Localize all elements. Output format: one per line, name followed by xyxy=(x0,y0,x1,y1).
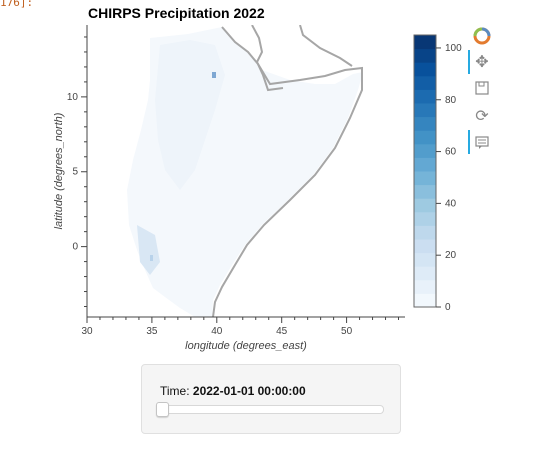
colorbar-step xyxy=(414,89,436,104)
colorbar-tick-label: 80 xyxy=(445,95,457,106)
x-tick-label: 40 xyxy=(211,326,223,337)
colorbar-step xyxy=(414,130,436,145)
colorbar-step xyxy=(414,239,436,254)
colorbar-step xyxy=(414,266,436,281)
colorbar-step xyxy=(414,116,436,131)
y-tick-label: 10 xyxy=(67,92,79,103)
hover-tool-icon[interactable] xyxy=(472,133,492,153)
colorbar-step xyxy=(414,62,436,77)
colorbar-tick-label: 100 xyxy=(445,43,462,54)
colorbar-step xyxy=(414,198,436,213)
colorbar-step xyxy=(414,279,436,294)
colorbar-frame xyxy=(413,34,437,308)
chart-title: CHIRPS Precipitation 2022 xyxy=(88,5,265,21)
x-tick-label: 45 xyxy=(276,326,288,337)
wet-spot xyxy=(212,72,216,78)
x-tick-label: 35 xyxy=(146,326,158,337)
colorbar-tick-label: 0 xyxy=(445,302,451,313)
pan-tool-icon[interactable]: ✥ xyxy=(475,54,489,71)
highland-tint xyxy=(155,40,225,190)
colorbar-step xyxy=(414,75,436,90)
colorbar-step xyxy=(414,293,436,308)
y-axis-label: latitude (degrees_north) xyxy=(53,112,65,229)
time-value: 2022-01-01 00:00:00 xyxy=(192,384,306,398)
colorbar-step xyxy=(414,211,436,226)
colorbar-step xyxy=(414,35,436,50)
colorbar-tick-label: 40 xyxy=(445,198,457,209)
colorbar-tick-label: 60 xyxy=(445,147,457,158)
box-zoom-tool-icon[interactable] xyxy=(472,78,492,98)
x-tick-label: 30 xyxy=(81,326,93,337)
wet-spot-2 xyxy=(150,255,153,261)
hover-active-indicator xyxy=(468,130,470,154)
coastline-northeast xyxy=(299,25,353,67)
y-tick-label: 5 xyxy=(72,167,78,178)
colorbar: 0 20 40 60 80 100 xyxy=(413,34,462,313)
bokeh-logo-icon[interactable] xyxy=(472,26,492,46)
time-slider-handle[interactable] xyxy=(156,402,169,417)
colorbar-step xyxy=(414,184,436,199)
southwest-wet-region xyxy=(137,225,160,275)
time-label-text: Time: xyxy=(160,384,190,398)
colorbar-step xyxy=(414,143,436,158)
x-axis-label: longitude (degrees_east) xyxy=(185,340,307,352)
colorbar-step xyxy=(414,103,436,118)
time-slider-widget: Time: 2022-01-01 00:00:00 xyxy=(141,364,401,434)
colorbar-step xyxy=(414,48,436,63)
colorbar-step xyxy=(414,157,436,172)
cell-output-stub: 176]: xyxy=(0,0,34,9)
coastline-north xyxy=(251,25,284,92)
reset-tool-icon[interactable]: ⟳ xyxy=(475,108,489,125)
map-area[interactable] xyxy=(87,25,405,317)
x-tick-label: 50 xyxy=(341,326,353,337)
colorbar-tick-label: 20 xyxy=(445,250,457,261)
time-slider-track[interactable] xyxy=(158,405,384,414)
colorbar-step xyxy=(414,252,436,267)
y-tick-label: 0 xyxy=(72,242,78,253)
colorbar-step xyxy=(414,171,436,186)
colorbar-step xyxy=(414,225,436,240)
pan-active-indicator xyxy=(468,50,470,74)
time-slider-label: Time: 2022-01-01 00:00:00 xyxy=(160,384,306,398)
